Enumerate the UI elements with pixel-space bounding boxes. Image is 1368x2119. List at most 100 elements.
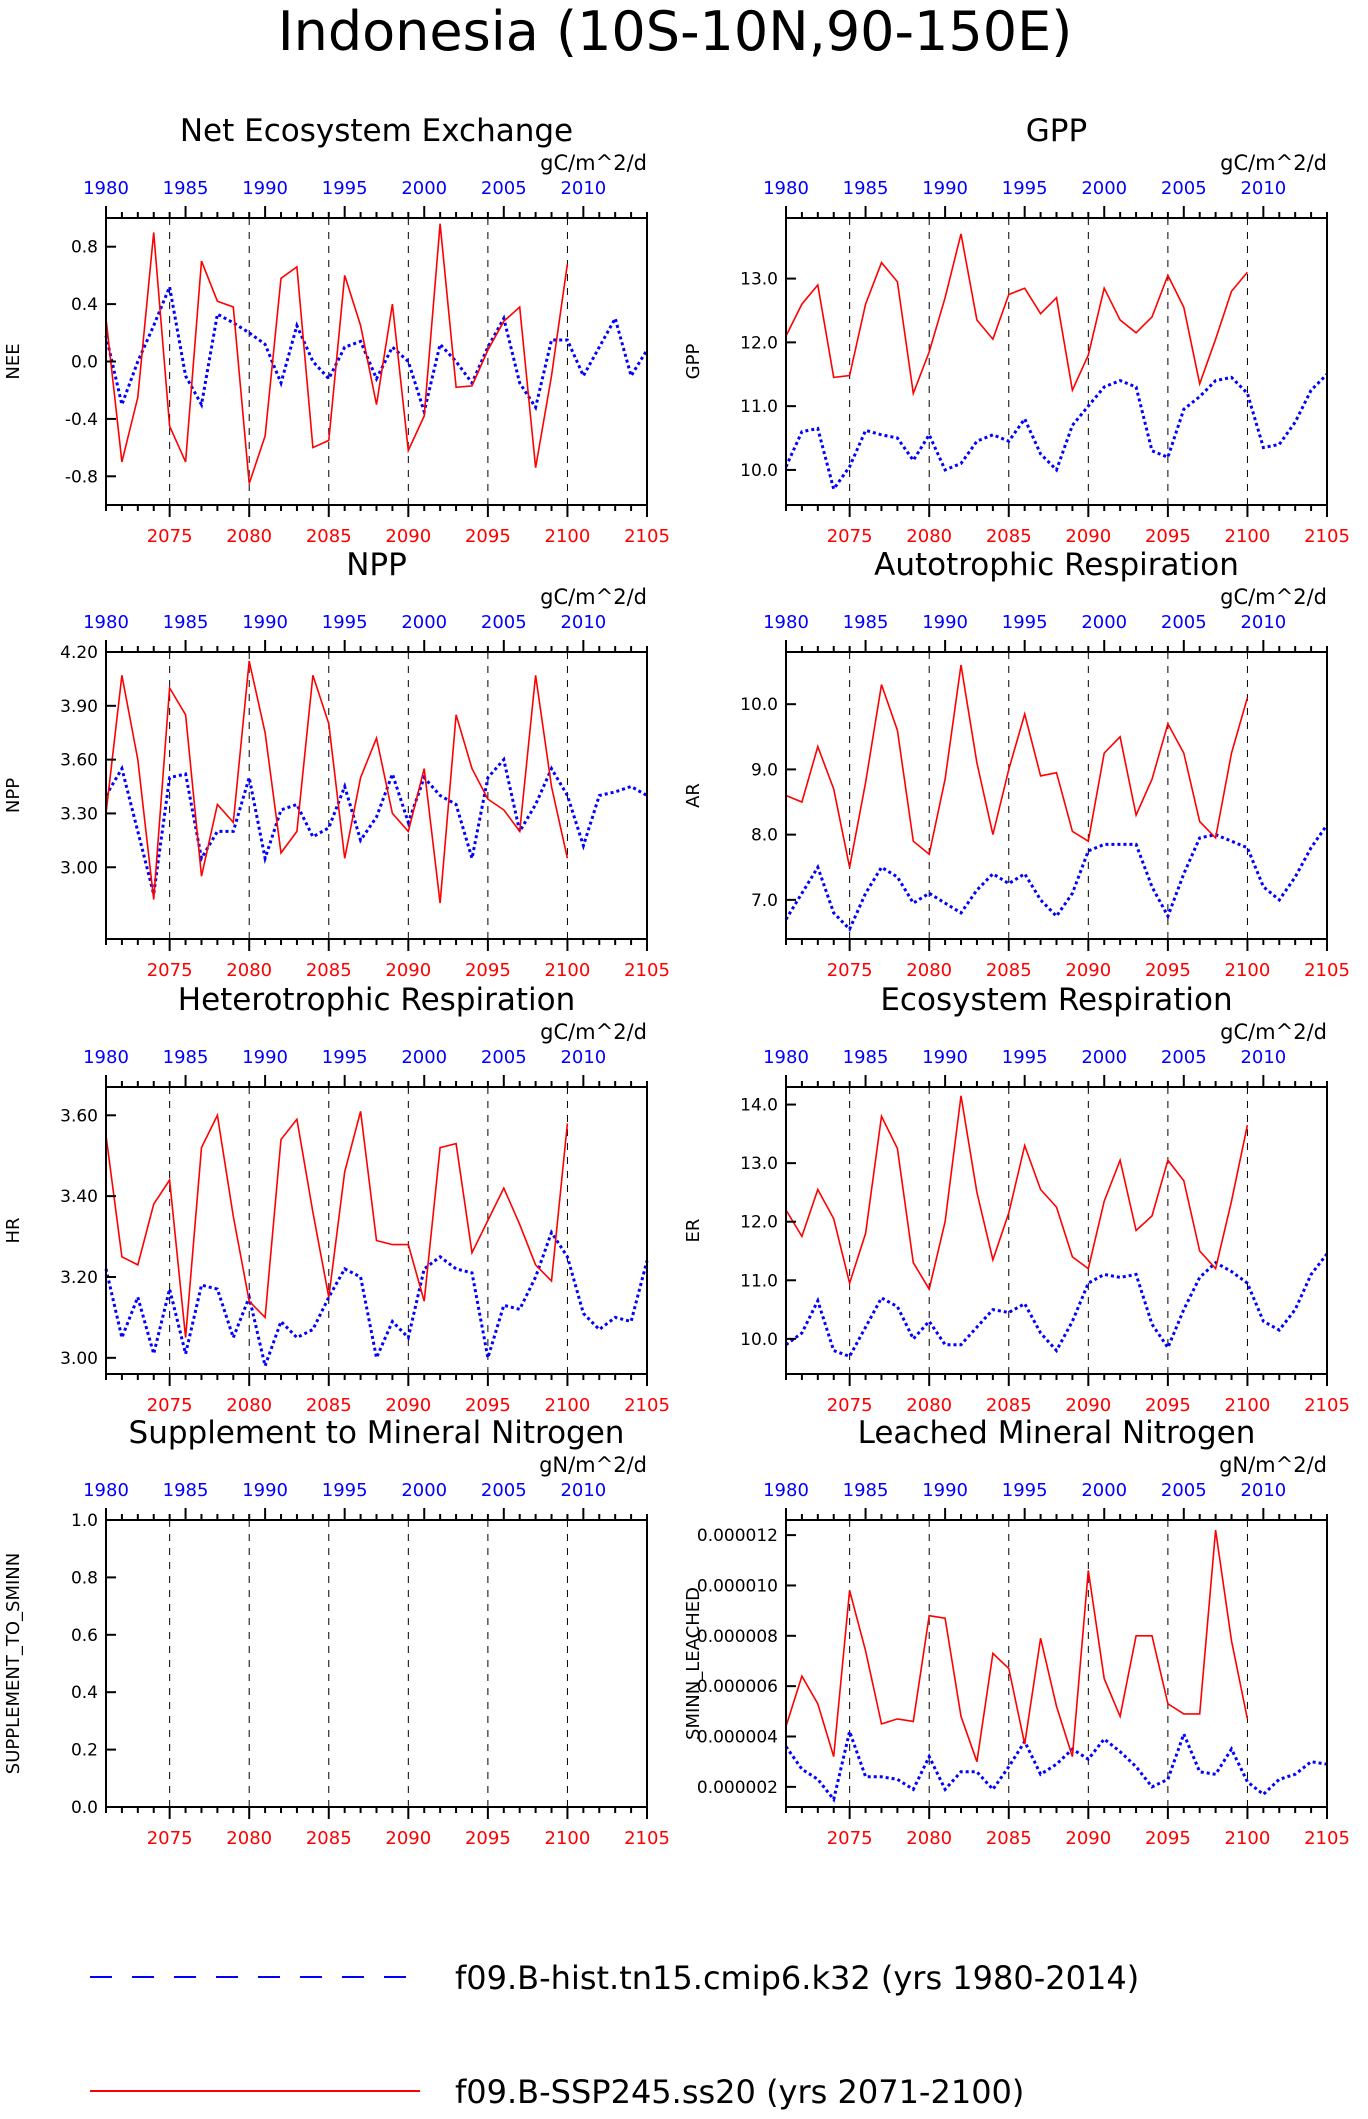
x-tick-label-bottom: 2100 — [545, 526, 591, 547]
series-line-ssp — [105, 223, 569, 484]
x-tick-label-top: 2005 — [1161, 178, 1207, 199]
y-tick-label: 13.0 — [740, 1154, 778, 1174]
x-tick-label-top: 2000 — [1081, 1480, 1127, 1501]
x-tick-label-bottom: 2085 — [986, 960, 1032, 981]
series-line-hist — [784, 373, 1329, 493]
x-tick-label-bottom: 2080 — [226, 1828, 272, 1849]
units-label: gN/m^2/d — [539, 1453, 647, 1477]
units-label: gC/m^2/d — [540, 585, 647, 609]
x-tick-label-bottom: 2080 — [906, 1395, 952, 1416]
x-tick-label-top: 2010 — [1240, 178, 1286, 199]
x-tick-label-bottom: 2095 — [465, 526, 511, 547]
y-tick-label: 7.0 — [751, 891, 778, 911]
y-tick-label: 10.0 — [740, 1330, 778, 1350]
y-tick-label: 0.000002 — [697, 1778, 778, 1798]
x-tick-label-top: 2000 — [401, 1047, 447, 1068]
x-tick-label-bottom: 2080 — [906, 960, 952, 981]
x-tick-label-bottom: 2075 — [827, 526, 873, 547]
x-tick-label-top: 2005 — [481, 1480, 527, 1501]
x-tick-label-bottom: 2095 — [1145, 960, 1191, 981]
series-line-ssp — [785, 233, 1249, 397]
y-axis-label: NEE — [3, 343, 24, 379]
chart-title: NPP — [346, 547, 407, 583]
y-tick-label: 3.30 — [60, 804, 98, 824]
y-tick-label: 3.60 — [60, 751, 98, 771]
x-tick-label-bottom: 2090 — [385, 1828, 431, 1849]
x-tick-label-top: 2005 — [481, 1047, 527, 1068]
chart-panel: GPP gC/m^2/d GPP 13.0 12.0 11.0 10.0 2075 2080 20… — [683, 113, 1350, 547]
y-tick-label: 1.0 — [71, 1511, 98, 1531]
series-line-hist — [784, 1726, 1328, 1803]
x-tick-label-top: 1995 — [322, 612, 368, 633]
series-line-hist — [104, 281, 649, 418]
x-tick-label-bottom: 2085 — [986, 1828, 1032, 1849]
y-tick-label: 13.0 — [740, 270, 778, 290]
x-tick-label-top: 1985 — [163, 178, 209, 199]
y-tick-label: 0.4 — [71, 1683, 98, 1703]
x-tick-label-bottom: 2100 — [545, 1828, 591, 1849]
series-line-ssp — [785, 664, 1249, 868]
series-line-ssp — [785, 1529, 1249, 1762]
x-tick-label-top: 1990 — [242, 178, 288, 199]
x-tick-label-bottom: 2075 — [827, 1828, 873, 1849]
x-tick-label-top: 2000 — [1081, 612, 1127, 633]
x-tick-label-bottom: 2085 — [986, 526, 1032, 547]
x-tick-label-bottom: 2100 — [545, 960, 591, 981]
series-line-ssp — [785, 1095, 1249, 1292]
x-tick-label-bottom: 2090 — [385, 960, 431, 981]
y-tick-label: 0.0 — [71, 353, 98, 373]
chart-title: Autotrophic Respiration — [874, 547, 1239, 583]
chart-title: Supplement to Mineral Nitrogen — [129, 1415, 625, 1451]
units-label: gN/m^2/d — [1219, 1453, 1327, 1477]
x-tick-label-top: 1995 — [1002, 1480, 1048, 1501]
plot-frame — [785, 217, 1328, 506]
x-tick-label-bottom: 2095 — [465, 960, 511, 981]
units-label: gC/m^2/d — [1220, 585, 1327, 609]
y-axis-label: ER — [683, 1219, 704, 1243]
x-tick-label-bottom: 2085 — [306, 526, 352, 547]
units-label: gC/m^2/d — [1220, 1020, 1327, 1044]
x-tick-label-bottom: 2105 — [624, 1828, 670, 1849]
y-tick-label: 3.00 — [60, 1349, 98, 1369]
y-tick-label: 10.0 — [740, 695, 778, 715]
x-tick-label-top: 2010 — [1240, 1480, 1286, 1501]
chart-title: GPP — [1026, 113, 1087, 149]
x-tick-label-top: 2000 — [1081, 1047, 1127, 1068]
x-tick-label-top: 2000 — [401, 178, 447, 199]
x-tick-label-bottom: 2080 — [906, 1828, 952, 1849]
y-tick-label: 0.000010 — [697, 1576, 778, 1596]
x-tick-label-top: 1985 — [843, 1047, 889, 1068]
x-tick-label-bottom: 2095 — [465, 1395, 511, 1416]
chart-title: Leached Mineral Nitrogen — [858, 1415, 1256, 1451]
x-tick-label-bottom: 2105 — [624, 526, 670, 547]
y-tick-label: 0.0 — [71, 1798, 98, 1818]
x-tick-label-bottom: 2105 — [1304, 1395, 1350, 1416]
chart-panels: Net Ecosystem ExchangegC/m^2/dNEE0.80.40… — [3, 113, 1350, 1849]
series-line-hist — [784, 824, 1329, 932]
x-tick-label-bottom: 2100 — [1225, 1828, 1271, 1849]
y-tick-label: 0.8 — [71, 238, 98, 258]
x-tick-label-bottom: 2090 — [385, 1395, 431, 1416]
x-tick-label-bottom: 2080 — [226, 960, 272, 981]
x-tick-label-bottom: 2080 — [226, 1395, 272, 1416]
x-tick-label-bottom: 2095 — [1145, 526, 1191, 547]
x-tick-label-bottom: 2095 — [1145, 1828, 1191, 1849]
x-tick-label-top: 2000 — [401, 1480, 447, 1501]
x-tick-label-bottom: 2075 — [827, 1395, 873, 1416]
x-tick-label-top: 1980 — [83, 1480, 129, 1501]
legend-label-ssp: f09.B-SSP245.ss20 (yrs 2071-2100) — [455, 2073, 1024, 2111]
x-tick-label-bottom: 2075 — [147, 960, 193, 981]
y-axis-label: AR — [683, 783, 704, 808]
x-tick-label-bottom: 2085 — [306, 1395, 352, 1416]
x-tick-label-top: 2005 — [481, 612, 527, 633]
x-tick-label-bottom: 2105 — [1304, 1828, 1350, 1849]
plot-frame — [105, 217, 648, 506]
x-tick-label-bottom: 2095 — [465, 1828, 511, 1849]
x-tick-label-bottom: 2100 — [1225, 1395, 1271, 1416]
x-tick-label-top: 2010 — [560, 612, 606, 633]
